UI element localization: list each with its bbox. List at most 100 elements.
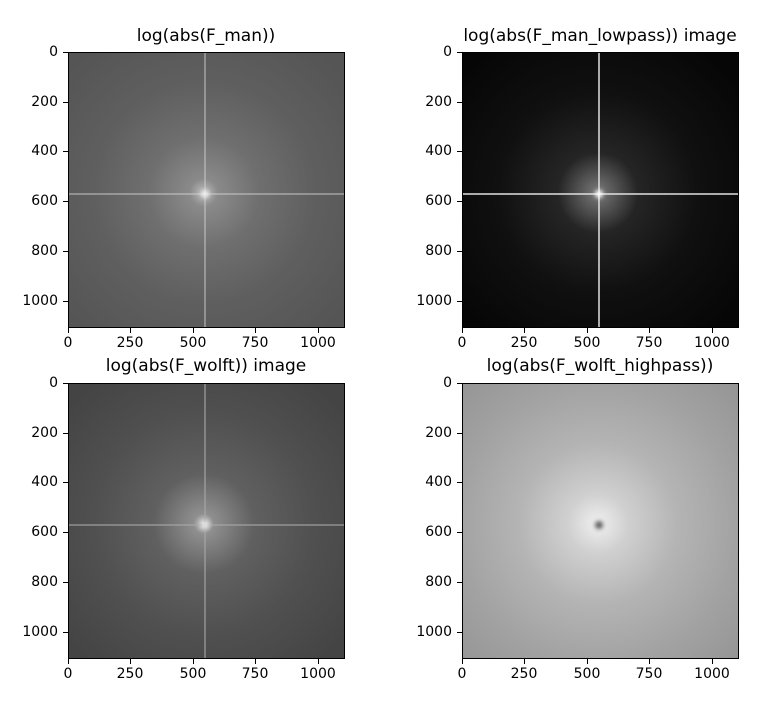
x-tick-label: 1000 [694, 335, 730, 351]
x-tick-label: 750 [635, 335, 663, 351]
x-tick-label: 750 [635, 666, 663, 682]
panel-title-man: log(abs(F_man)) [136, 26, 276, 46]
x-tick-label: 250 [116, 666, 144, 682]
y-tick-label: 600 [425, 524, 452, 540]
x-tick [462, 328, 463, 333]
x-tick [462, 659, 463, 664]
x-tick [524, 659, 525, 664]
y-tick-label: 600 [31, 524, 58, 540]
x-tick [318, 328, 319, 333]
y-tick [457, 301, 462, 302]
y-tick-label: 400 [425, 143, 452, 159]
x-tick-label: 750 [241, 666, 269, 682]
panel-title-wolft: log(abs(F_wolft)) image [105, 356, 307, 376]
x-tick [68, 659, 69, 664]
x-tick [318, 659, 319, 664]
y-tick [457, 482, 462, 483]
y-tick-label: 800 [31, 574, 58, 590]
center-peak [201, 190, 209, 198]
y-tick-label: 600 [425, 193, 452, 209]
x-tick-label: 750 [241, 335, 269, 351]
x-tick [130, 328, 131, 333]
y-tick [63, 52, 68, 53]
y-tick [457, 151, 462, 152]
y-tick [457, 532, 462, 533]
y-tick [457, 582, 462, 583]
y-tick-label: 0 [49, 44, 58, 60]
x-tick [68, 328, 69, 333]
x-tick-label: 500 [573, 335, 601, 351]
center-peak [201, 521, 209, 529]
y-tick-label: 600 [31, 193, 58, 209]
center-peak [595, 190, 603, 198]
y-tick [63, 301, 68, 302]
y-tick-label: 200 [31, 94, 58, 110]
y-tick [63, 532, 68, 533]
y-tick [63, 632, 68, 633]
y-tick [63, 102, 68, 103]
y-tick-label: 0 [443, 44, 452, 60]
panel-title-wolft_highpass: log(abs(F_wolft_highpass)) [486, 356, 714, 376]
y-tick [457, 102, 462, 103]
y-tick [457, 433, 462, 434]
y-tick [63, 582, 68, 583]
y-tick-label: 800 [425, 243, 452, 259]
x-tick-label: 0 [63, 666, 73, 682]
panel-title-man_lowpass: log(abs(F_man_lowpass)) image [463, 26, 737, 46]
x-tick [649, 659, 650, 664]
x-tick [130, 659, 131, 664]
x-tick-label: 500 [179, 335, 207, 351]
y-tick [63, 433, 68, 434]
x-tick [193, 328, 194, 333]
x-tick [255, 328, 256, 333]
x-tick [255, 659, 256, 664]
x-tick [712, 328, 713, 333]
y-tick [63, 383, 68, 384]
y-tick-label: 1000 [22, 293, 58, 309]
x-tick [193, 659, 194, 664]
x-tick-label: 250 [116, 335, 144, 351]
y-tick-label: 200 [31, 425, 58, 441]
y-tick [457, 632, 462, 633]
x-tick-label: 500 [573, 666, 601, 682]
x-tick-label: 250 [510, 335, 538, 351]
center-peak [595, 521, 603, 529]
spectrum-image-man [68, 52, 345, 328]
y-tick-label: 400 [31, 474, 58, 490]
y-tick-label: 200 [425, 94, 452, 110]
spectrum-image-man_lowpass [462, 52, 739, 328]
x-tick [587, 328, 588, 333]
x-tick [524, 328, 525, 333]
spectrum-image-wolft_highpass [462, 383, 739, 659]
y-tick [63, 201, 68, 202]
y-tick-label: 400 [425, 474, 452, 490]
y-tick [63, 151, 68, 152]
y-tick [457, 52, 462, 53]
y-tick-label: 800 [425, 574, 452, 590]
y-tick-label: 1000 [416, 293, 452, 309]
x-tick [649, 328, 650, 333]
x-tick [587, 659, 588, 664]
y-tick-label: 1000 [22, 624, 58, 640]
y-tick-label: 1000 [416, 624, 452, 640]
x-tick-label: 1000 [694, 666, 730, 682]
y-tick-label: 0 [443, 375, 452, 391]
y-tick-label: 200 [425, 425, 452, 441]
y-tick-label: 400 [31, 143, 58, 159]
y-tick [457, 201, 462, 202]
y-tick-label: 0 [49, 375, 58, 391]
x-tick-label: 500 [179, 666, 207, 682]
y-tick [457, 383, 462, 384]
x-tick-label: 1000 [300, 335, 336, 351]
x-tick-label: 0 [63, 335, 73, 351]
spectrum-image-wolft [68, 383, 345, 659]
y-tick-label: 800 [31, 243, 58, 259]
x-tick-label: 250 [510, 666, 538, 682]
y-tick [63, 251, 68, 252]
y-tick [457, 251, 462, 252]
y-tick [63, 482, 68, 483]
x-tick-label: 1000 [300, 666, 336, 682]
x-tick [712, 659, 713, 664]
x-tick-label: 0 [457, 335, 467, 351]
x-tick-label: 0 [457, 666, 467, 682]
